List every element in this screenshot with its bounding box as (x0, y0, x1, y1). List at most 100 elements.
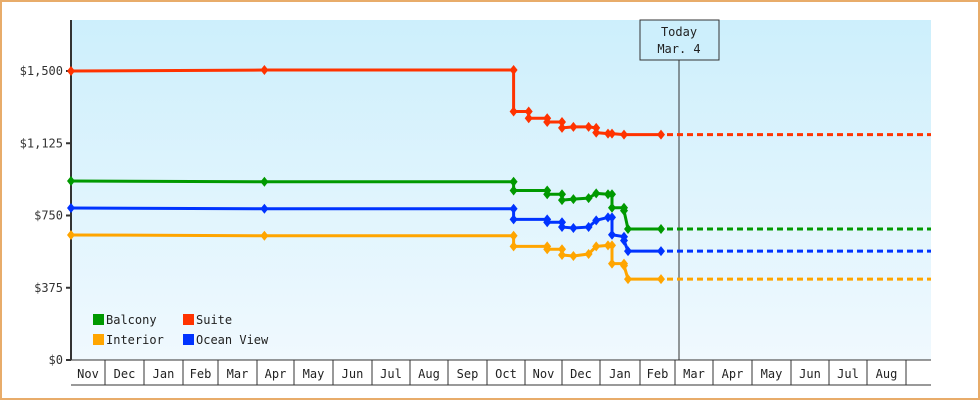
y-tick-label: $0 (49, 353, 63, 367)
x-tick-label: May (303, 367, 325, 381)
x-tick-label: Jul (837, 367, 859, 381)
data-point[interactable] (260, 230, 269, 241)
data-point[interactable] (543, 189, 552, 200)
legend-item-interior[interactable]: Interior (93, 333, 164, 347)
x-tick-label: Feb (647, 367, 669, 381)
data-point[interactable] (558, 117, 566, 128)
data-point[interactable] (509, 65, 518, 76)
series-interior (67, 229, 931, 285)
data-point[interactable] (592, 127, 601, 138)
data-point[interactable] (509, 214, 518, 225)
data-point[interactable] (608, 212, 616, 223)
legend-item-balcony[interactable]: Balcony (93, 313, 157, 327)
data-point[interactable] (509, 230, 518, 241)
x-tick-label: Apr (722, 367, 744, 381)
data-point[interactable] (558, 249, 566, 260)
data-point[interactable] (592, 188, 601, 199)
data-point[interactable] (657, 223, 665, 234)
x-tick-label: Jun (342, 367, 364, 381)
series-ocean-view (67, 202, 931, 257)
data-point[interactable] (67, 176, 75, 187)
data-point[interactable] (260, 203, 269, 214)
legend-label: Suite (196, 313, 232, 327)
legend-item-suite[interactable]: Suite (183, 313, 232, 327)
data-point[interactable] (620, 205, 628, 216)
data-point[interactable] (608, 258, 616, 269)
data-point[interactable] (624, 223, 632, 234)
x-tick-label: Jul (380, 367, 402, 381)
data-point[interactable] (543, 244, 552, 255)
data-point[interactable] (67, 202, 75, 213)
data-point[interactable] (569, 223, 578, 234)
x-tick-label: Aug (876, 367, 898, 381)
x-tick-label: Mar (227, 367, 249, 381)
x-axis: Nov Dec Jan Feb Mar Apr May Jun Jul Aug Sep Oct Nov D… (71, 359, 931, 386)
today-label: Today (661, 25, 697, 39)
y-axis: $0 $375 $750 $1,125 $1,500 (20, 20, 72, 367)
data-point[interactable] (558, 189, 566, 200)
legend-swatch (93, 334, 104, 345)
y-tick-label: $1,500 (20, 64, 63, 78)
data-point[interactable] (558, 244, 566, 255)
x-tick-label: Jan (153, 367, 175, 381)
legend-swatch (183, 334, 194, 345)
y-tick-label: $375 (34, 281, 63, 295)
data-point[interactable] (260, 176, 269, 187)
data-point[interactable] (509, 106, 518, 117)
data-point[interactable] (584, 121, 593, 132)
legend-swatch (93, 314, 104, 325)
today-date: Mar. 4 (657, 42, 700, 56)
data-point[interactable] (657, 274, 665, 285)
data-point[interactable] (524, 106, 533, 117)
data-point[interactable] (608, 202, 616, 213)
legend: Balcony Suite Interior Ocean View (93, 313, 269, 347)
data-point[interactable] (543, 217, 552, 228)
legend-label: Balcony (106, 313, 157, 327)
data-point[interactable] (608, 128, 616, 139)
data-point[interactable] (584, 222, 593, 233)
data-point[interactable] (558, 222, 566, 233)
data-point[interactable] (592, 215, 601, 226)
data-point[interactable] (569, 194, 578, 205)
x-tick-label: Oct (495, 367, 517, 381)
x-tick-label: Nov (533, 367, 555, 381)
data-point[interactable] (620, 235, 628, 246)
data-point[interactable] (558, 195, 566, 206)
x-tick-label: Sep (457, 367, 479, 381)
data-point[interactable] (509, 241, 518, 252)
legend-swatch (183, 314, 194, 325)
data-point[interactable] (569, 121, 578, 132)
data-point[interactable] (624, 274, 632, 285)
data-point[interactable] (624, 246, 632, 257)
legend-item-ocean-view[interactable]: Ocean View (183, 333, 269, 347)
data-point[interactable] (608, 240, 616, 251)
data-point[interactable] (620, 129, 628, 140)
data-point[interactable] (524, 113, 533, 124)
data-point[interactable] (67, 229, 75, 240)
today-marker: Today Mar. 4 (639, 19, 720, 360)
x-tick-label: Aug (418, 367, 440, 381)
series-balcony (67, 176, 931, 234)
data-point[interactable] (509, 185, 518, 196)
data-point[interactable] (608, 229, 616, 240)
data-point[interactable] (620, 260, 628, 271)
data-point[interactable] (592, 241, 601, 252)
data-point[interactable] (584, 193, 593, 204)
data-point[interactable] (509, 203, 518, 214)
x-tick-label: Nov (77, 367, 99, 381)
x-tick-label: Dec (570, 367, 592, 381)
data-point[interactable] (569, 250, 578, 261)
legend-label: Interior (106, 333, 164, 347)
data-point[interactable] (260, 65, 269, 76)
data-point[interactable] (584, 249, 593, 260)
x-tick-label: Jan (609, 367, 631, 381)
series-suite (67, 65, 931, 140)
data-point[interactable] (67, 66, 75, 76)
data-point[interactable] (558, 122, 566, 133)
data-point[interactable] (509, 176, 518, 187)
data-point[interactable] (608, 189, 616, 200)
data-point[interactable] (543, 117, 552, 128)
data-point[interactable] (657, 129, 665, 140)
data-point[interactable] (657, 246, 665, 257)
